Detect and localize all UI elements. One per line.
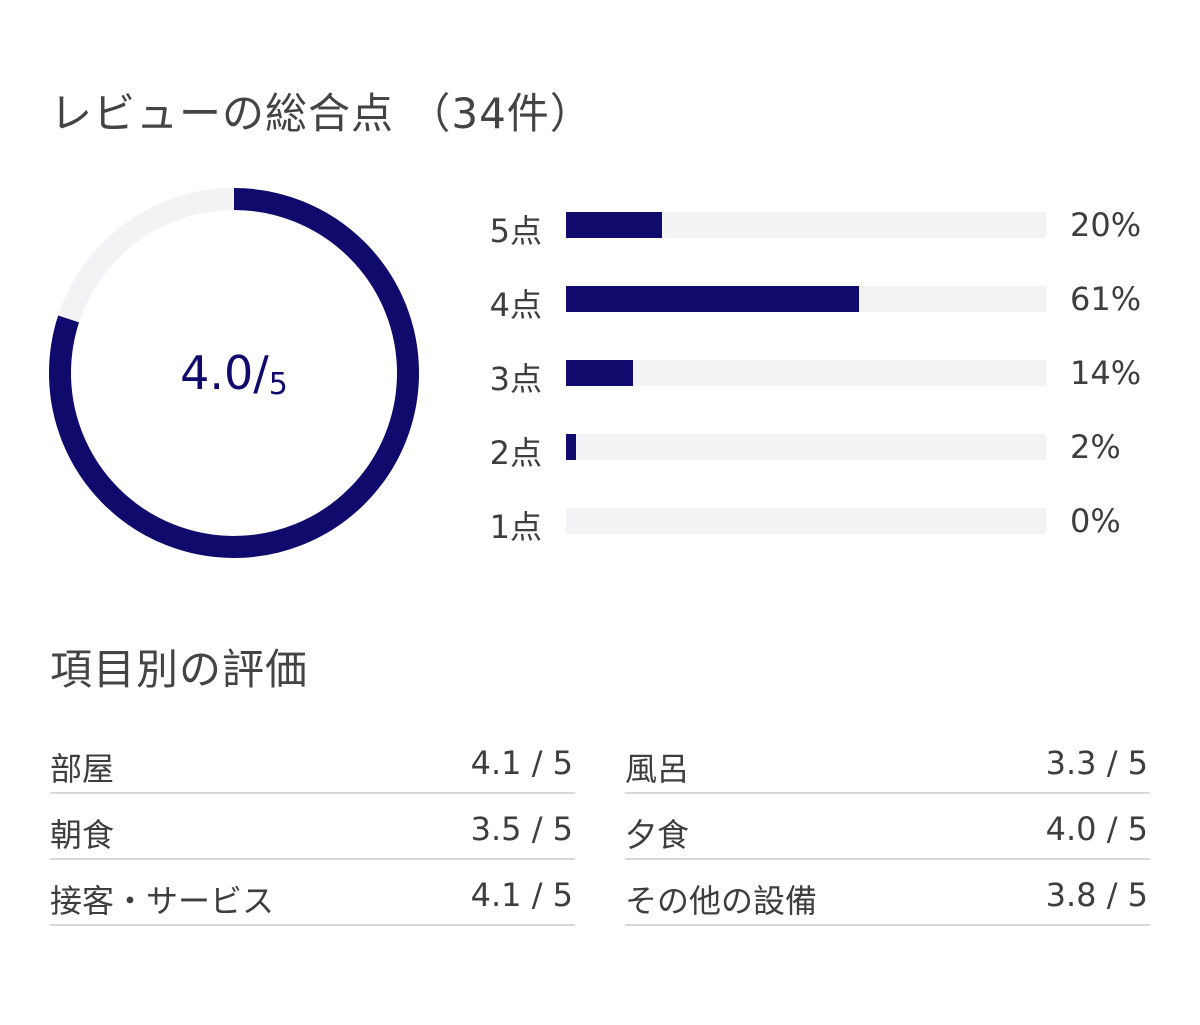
overall-score-max: 5 bbox=[268, 367, 288, 402]
distribution-label: 5点 bbox=[489, 212, 542, 250]
distribution-bar-fill bbox=[566, 434, 576, 460]
category-score: 3.5 / 5 bbox=[470, 810, 573, 848]
distribution-row-3: 3点 14% bbox=[470, 338, 1170, 412]
distribution-percent: 2% bbox=[1070, 428, 1121, 466]
category-name: 部屋 bbox=[50, 750, 115, 788]
distribution-label: 1点 bbox=[489, 508, 542, 546]
overall-score-value: 4.0 bbox=[180, 346, 254, 400]
distribution-percent: 20% bbox=[1070, 206, 1142, 244]
category-name: 夕食 bbox=[625, 816, 690, 854]
category-row-bath: 風呂 3.3 / 5 bbox=[625, 728, 1150, 794]
category-rating-title: 項目別の評価 bbox=[50, 645, 309, 694]
rating-distribution: 5点 20% 4点 61% 3点 14% 2点 2% 1点 0% bbox=[470, 190, 1170, 560]
distribution-percent: 0% bbox=[1070, 502, 1121, 540]
distribution-bar-track bbox=[566, 360, 1046, 386]
category-score: 4.1 / 5 bbox=[470, 876, 573, 914]
distribution-row-2: 2点 2% bbox=[470, 412, 1170, 486]
overall-score-separator: / bbox=[253, 346, 269, 400]
distribution-label: 3点 bbox=[489, 360, 542, 398]
category-row-service: 接客・サービス 4.1 / 5 bbox=[50, 860, 575, 926]
distribution-bar-fill bbox=[566, 286, 859, 312]
category-score: 4.1 / 5 bbox=[470, 744, 573, 782]
distribution-bar-track bbox=[566, 434, 1046, 460]
distribution-label: 2点 bbox=[489, 434, 542, 472]
distribution-label: 4点 bbox=[489, 286, 542, 324]
category-name: 朝食 bbox=[50, 816, 115, 854]
distribution-bar-track bbox=[566, 508, 1046, 534]
distribution-row-1: 1点 0% bbox=[470, 486, 1170, 560]
distribution-percent: 14% bbox=[1070, 354, 1142, 392]
distribution-bar-fill bbox=[566, 212, 662, 238]
distribution-bar-fill bbox=[566, 360, 634, 386]
donut-chart bbox=[49, 188, 419, 558]
category-score: 4.0 / 5 bbox=[1045, 810, 1148, 848]
category-name: 接客・サービス bbox=[50, 882, 275, 920]
category-score: 3.8 / 5 bbox=[1045, 876, 1148, 914]
distribution-row-4: 4点 61% bbox=[470, 264, 1170, 338]
overall-score-donut: 4.0/5 bbox=[48, 187, 420, 559]
category-row-breakfast: 朝食 3.5 / 5 bbox=[50, 794, 575, 860]
category-column-left: 部屋 4.1 / 5 朝食 3.5 / 5 接客・サービス 4.1 / 5 bbox=[50, 728, 575, 926]
category-score: 3.3 / 5 bbox=[1045, 744, 1148, 782]
overall-score: 4.0/5 bbox=[48, 187, 420, 559]
donut-progress-arc bbox=[49, 188, 419, 558]
distribution-bar-track bbox=[566, 212, 1046, 238]
distribution-bar-track bbox=[566, 286, 1046, 312]
overall-rating-title: レビューの総合点 （34件） bbox=[50, 89, 593, 138]
category-row-dinner: 夕食 4.0 / 5 bbox=[625, 794, 1150, 860]
category-name: その他の設備 bbox=[625, 882, 818, 920]
distribution-row-5: 5点 20% bbox=[470, 190, 1170, 264]
category-column-right: 風呂 3.3 / 5 夕食 4.0 / 5 その他の設備 3.8 / 5 bbox=[625, 728, 1150, 926]
category-name: 風呂 bbox=[625, 750, 690, 788]
distribution-percent: 61% bbox=[1070, 280, 1142, 318]
category-row-facilities: その他の設備 3.8 / 5 bbox=[625, 860, 1150, 926]
category-row-room: 部屋 4.1 / 5 bbox=[50, 728, 575, 794]
